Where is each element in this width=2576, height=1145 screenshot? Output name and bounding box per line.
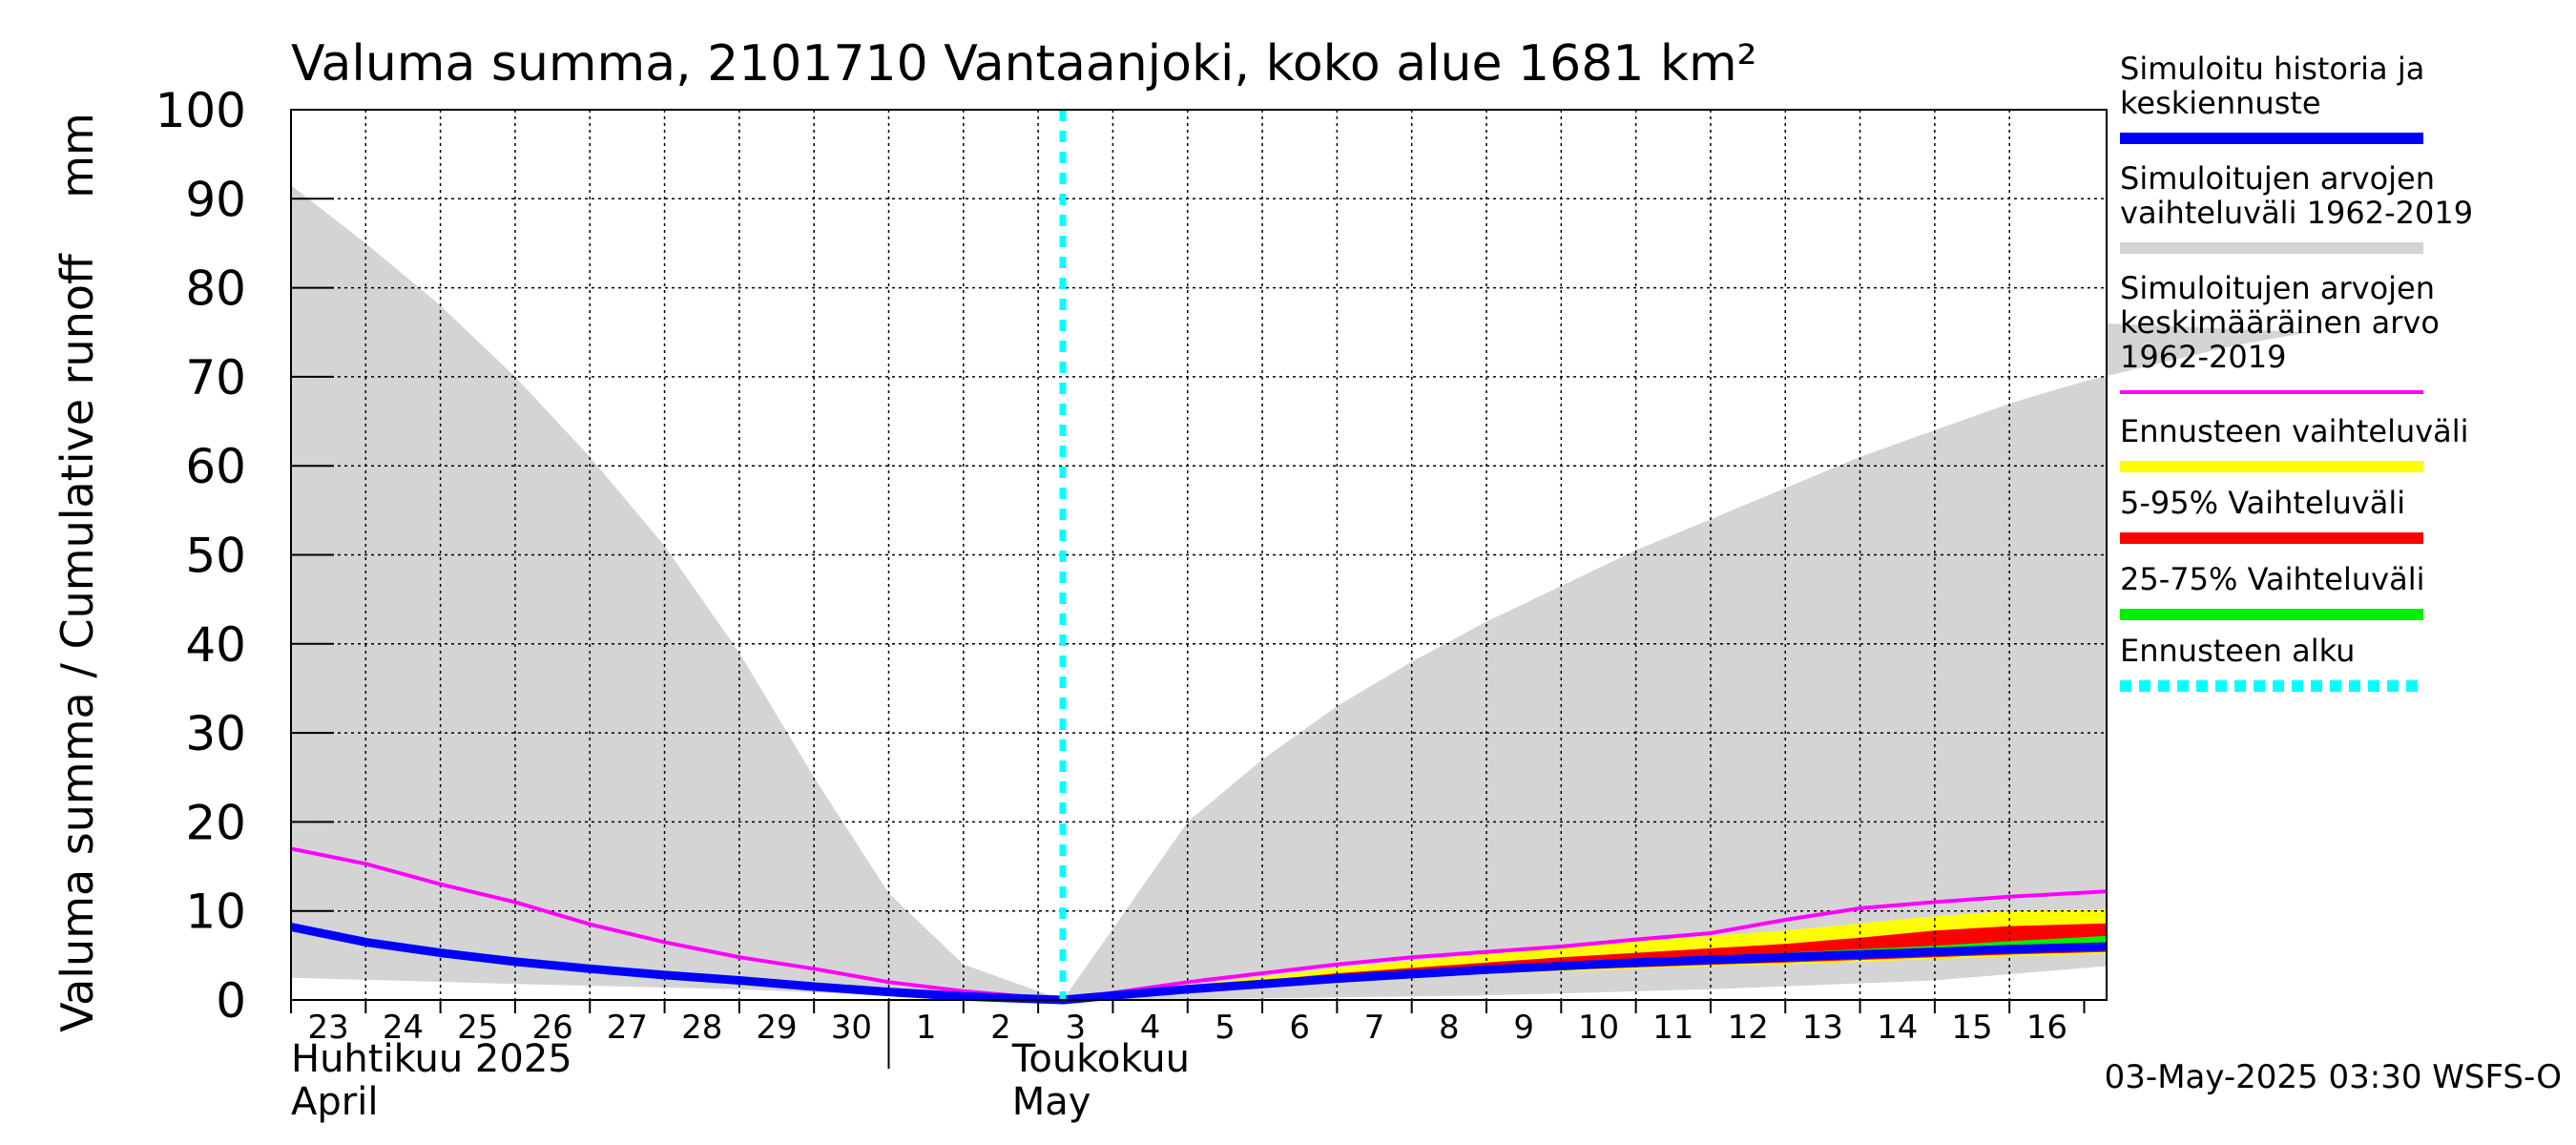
y-tick-label: 90 [185, 172, 246, 227]
x-tick-label: 27 [607, 1009, 648, 1047]
y-tick-label: 60 [185, 439, 246, 494]
x-tick-label: 7 [1364, 1009, 1385, 1047]
y-axis-label: Valuma summa / Cumulative runoff mm [52, 113, 103, 1032]
x-tick-label: 11 [1652, 1009, 1693, 1047]
historical-range-band [291, 185, 2309, 1001]
legend-label: keskiennuste [2120, 85, 2321, 121]
x-tick-label: 24 [383, 1009, 424, 1047]
plot-fills [291, 185, 2309, 1001]
x-tick-label: 8 [1439, 1009, 1460, 1047]
legend-label: 5-95% Vaihteluväli [2120, 485, 2405, 521]
chart-title: Valuma summa, 2101710 Vantaanjoki, koko … [291, 35, 1757, 93]
x-tick-label: 2 [990, 1009, 1011, 1047]
x-tick-label: 3 [1065, 1009, 1086, 1047]
x-tick-label: 13 [1802, 1009, 1843, 1047]
legend-label: Ennusteen alku [2120, 633, 2355, 669]
x-tick-label: 1 [916, 1009, 937, 1047]
y-tick-label: 30 [185, 706, 246, 761]
x-tick-label: 25 [457, 1009, 498, 1047]
month-label-en: April [291, 1080, 378, 1124]
legend-label: Ennusteen vaihteluväli [2120, 413, 2469, 449]
y-tick-label: 70 [185, 350, 246, 406]
legend-label: Simuloitujen arvojen [2120, 160, 2435, 197]
simulated-median-line [290, 923, 2108, 1005]
x-tick-label: 16 [2026, 1009, 2067, 1047]
x-tick-label: 6 [1289, 1009, 1310, 1047]
legend-label: Simuloitu historia ja [2120, 51, 2424, 87]
y-tick-label: 100 [156, 83, 246, 138]
x-tick-label: 5 [1215, 1009, 1236, 1047]
y-tick-label: 40 [185, 617, 246, 673]
legend-label: 25-75% Vaihteluväli [2120, 561, 2424, 597]
x-tick-label: 12 [1727, 1009, 1768, 1047]
x-tick-label: 10 [1578, 1009, 1619, 1047]
x-tick-label: 30 [831, 1009, 872, 1047]
y-tick-label: 10 [185, 885, 246, 940]
plot-grid [291, 110, 2107, 1000]
x-tick-label: 4 [1140, 1009, 1161, 1047]
x-tick-label: 26 [531, 1009, 572, 1047]
plot-lines [290, 110, 2108, 1005]
x-tick-label: 9 [1513, 1009, 1534, 1047]
legend-label: keskimääräinen arvo [2120, 304, 2440, 341]
mean-line [290, 846, 2108, 1003]
month-label-fi: Toukokuu [1011, 1037, 1190, 1081]
legend-label: 1962-2019 [2120, 339, 2286, 375]
x-tick-label: 28 [681, 1009, 722, 1047]
y-tick-label: 80 [185, 261, 246, 317]
footer-timestamp: 03-May-2025 03:30 WSFS-O [2105, 1058, 2562, 1096]
y-tick-label: 0 [216, 973, 246, 1029]
x-tick-label: 23 [308, 1009, 349, 1047]
x-axis-ticks: 23 24 25 26 27 28 29 30 1 2 3 4 5 6 7 8 9 10 11 12 13 14 15 16 [290, 1000, 2086, 1069]
month-label-en: May [1012, 1080, 1091, 1124]
x-tick-label: 29 [756, 1009, 797, 1047]
x-tick-label: 14 [1877, 1009, 1918, 1047]
y-axis-ticks: 0 10 20 30 40 50 60 70 80 90 100 [156, 83, 334, 1029]
y-tick-label: 50 [185, 529, 246, 584]
legend-label: Simuloitujen arvojen [2120, 270, 2435, 306]
x-tick-label: 15 [1951, 1009, 1992, 1047]
y-tick-label: 20 [185, 795, 246, 850]
month-label-fi: Huhtikuu 2025 [291, 1037, 572, 1081]
legend-label: vaihteluväli 1962-2019 [2120, 195, 2473, 231]
